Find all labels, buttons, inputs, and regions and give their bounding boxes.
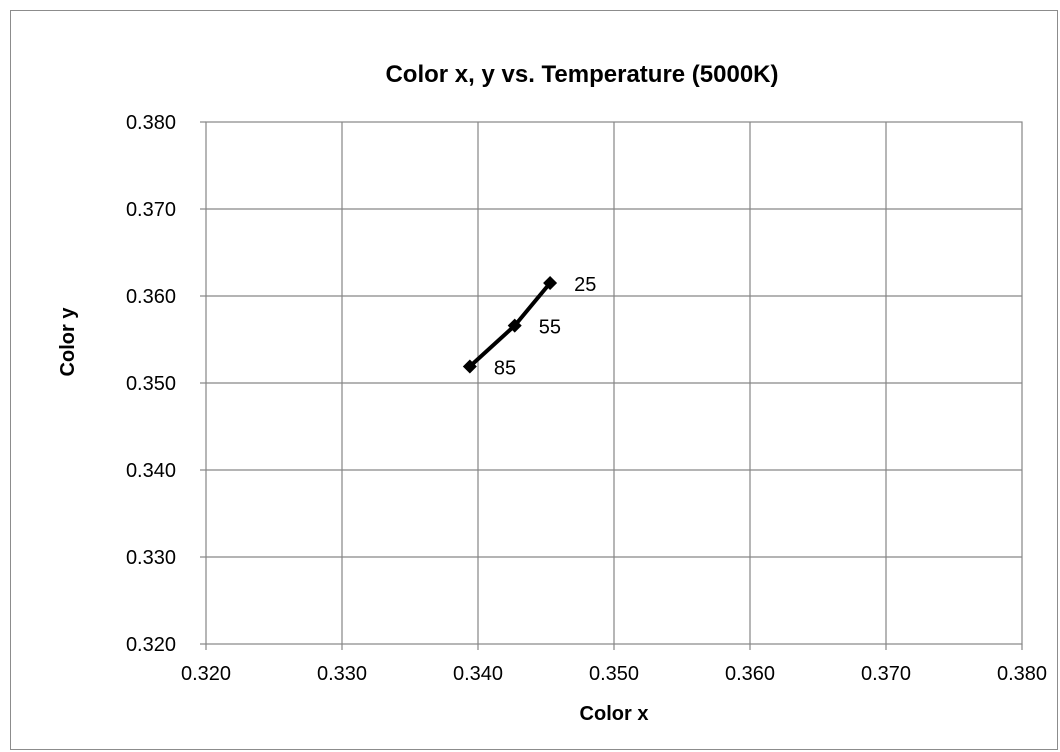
data-point-marker (507, 318, 522, 333)
y-tick-label: 0.330 (126, 547, 176, 569)
y-tick-label: 0.370 (126, 199, 176, 221)
x-axis-title: Color x (580, 703, 649, 725)
x-tick-label: 0.370 (861, 663, 911, 685)
data-point-label: 25 (574, 274, 596, 296)
x-tick-label: 0.340 (453, 663, 503, 685)
x-tick-label: 0.320 (181, 663, 231, 685)
y-tick-label: 0.360 (126, 286, 176, 308)
data-point-marker (543, 275, 558, 290)
x-tick-label: 0.360 (725, 663, 775, 685)
y-tick-label: 0.380 (126, 112, 176, 134)
data-point-label: 55 (539, 317, 561, 339)
x-axis-ticks: 0.320 0.330 0.340 0.350 0.360 0.370 0.380 (181, 663, 1047, 685)
x-tick-label: 0.330 (317, 663, 367, 685)
data-point-label: 85 (494, 357, 516, 379)
y-tick-label: 0.340 (126, 460, 176, 482)
data-point-marker (462, 359, 477, 374)
x-tick-label: 0.350 (589, 663, 639, 685)
y-tick-label: 0.320 (126, 634, 176, 656)
y-axis-ticks: 0.380 0.370 0.360 0.350 0.340 0.330 0.320 (126, 112, 176, 656)
y-axis-title: Color y (57, 307, 79, 377)
chart-title: Color x, y vs. Temperature (5000K) (385, 61, 778, 88)
x-tick-label: 0.380 (997, 663, 1047, 685)
gridlines (200, 121, 1023, 650)
y-tick-label: 0.350 (126, 373, 176, 395)
series: 25 55 85 (462, 274, 596, 379)
